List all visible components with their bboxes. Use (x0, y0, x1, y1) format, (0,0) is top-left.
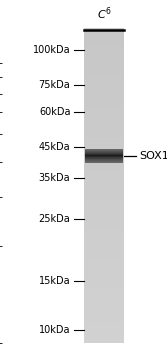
Text: 60kDa: 60kDa (39, 107, 70, 117)
Text: $\it{C}^6$: $\it{C}^6$ (97, 6, 111, 22)
Text: SOX1: SOX1 (139, 150, 167, 161)
Text: 75kDa: 75kDa (39, 80, 70, 90)
Text: 35kDa: 35kDa (39, 173, 70, 183)
Text: 15kDa: 15kDa (39, 276, 70, 286)
Text: 25kDa: 25kDa (39, 214, 70, 224)
Text: 10kDa: 10kDa (39, 325, 70, 335)
Text: 100kDa: 100kDa (33, 45, 70, 55)
Bar (84, 28, 124, 343)
Text: 45kDa: 45kDa (39, 142, 70, 152)
